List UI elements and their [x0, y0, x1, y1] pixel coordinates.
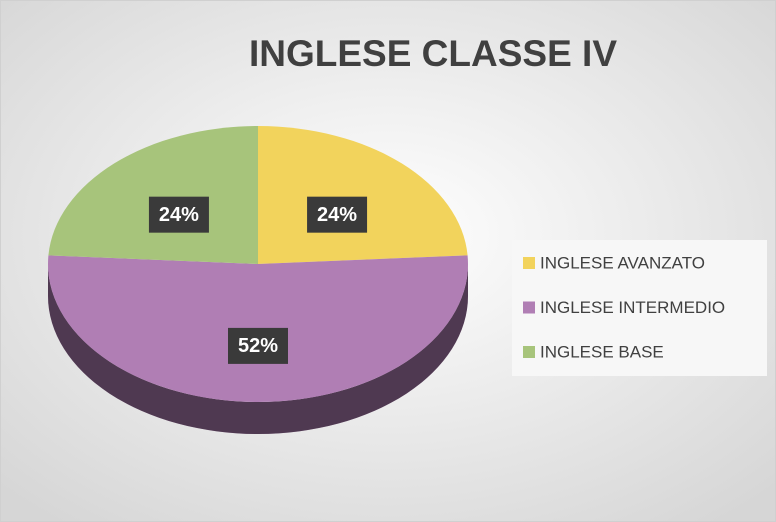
data-label-box [307, 196, 368, 233]
legend-swatch [523, 257, 535, 269]
data-label: 24% [317, 204, 357, 226]
data-label: 24% [159, 204, 199, 226]
data-label-box [228, 327, 288, 364]
chart-title: INGLESE CLASSE IV [249, 33, 617, 74]
legend-label: INGLESE BASE [540, 342, 664, 361]
slice-side-shade [48, 264, 468, 434]
data-label: 52% [238, 335, 278, 357]
legend-swatch [523, 346, 535, 358]
legend-label: INGLESE INTERMEDIO [540, 298, 725, 317]
legend-box [512, 240, 767, 376]
data-label-box [148, 196, 209, 233]
legend-swatch [523, 301, 535, 314]
legend-label: INGLESE AVANZATO [540, 253, 705, 272]
